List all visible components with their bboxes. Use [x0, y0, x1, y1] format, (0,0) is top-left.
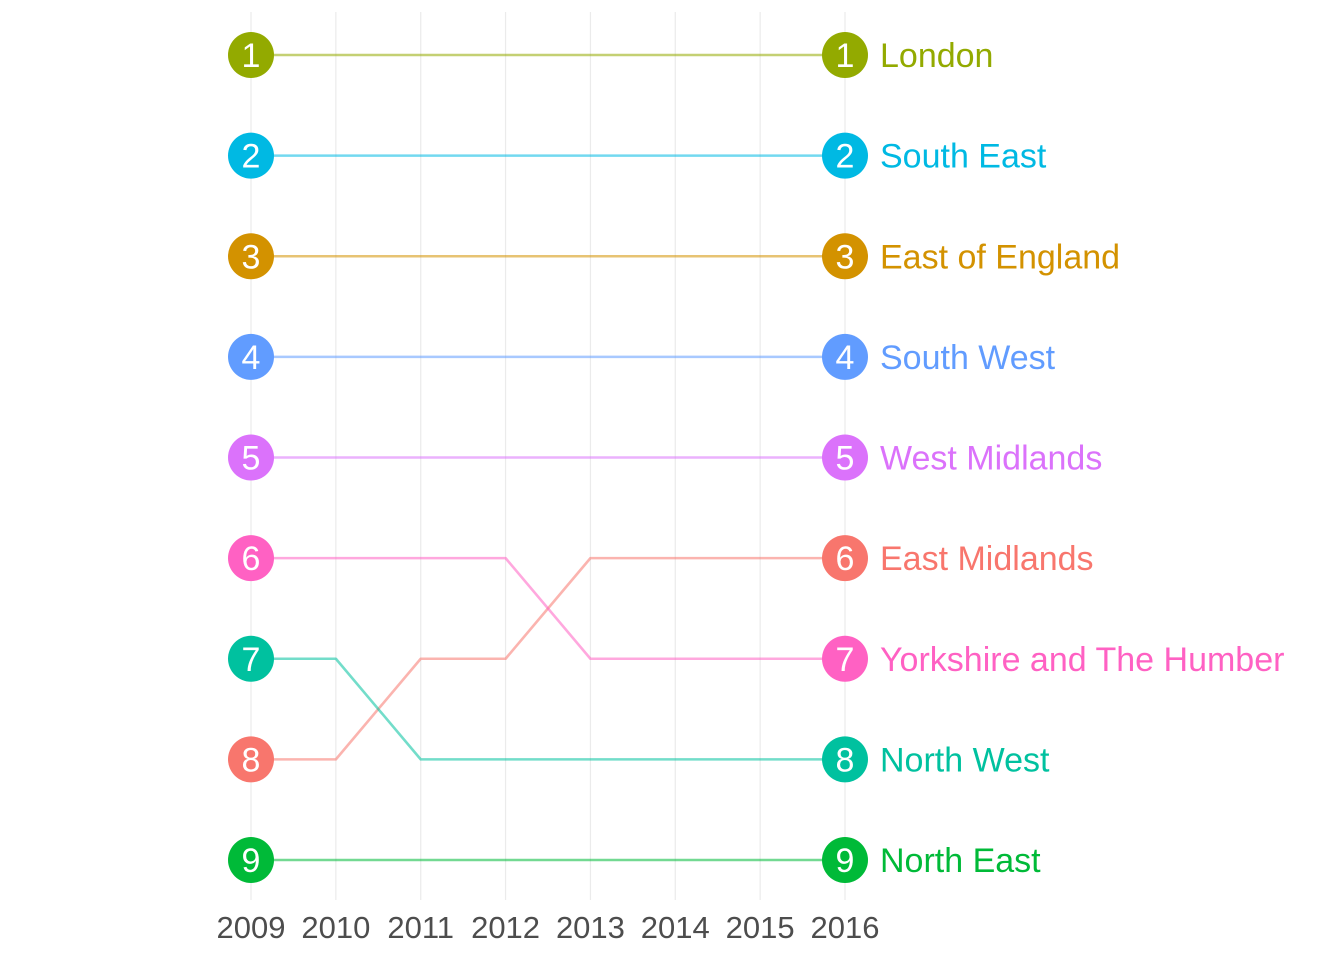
- rank-point-start-south-east: [228, 132, 274, 179]
- rank-point-start-east-midlands: [228, 736, 274, 783]
- rank-point-start-east-of-england: [228, 233, 274, 280]
- rank-point-end-south-west: [822, 333, 868, 380]
- rank-number-label: 1: [242, 37, 261, 75]
- rank-point-start-north-east: [228, 837, 274, 883]
- rank-point-start-west-midlands: [228, 434, 274, 481]
- rank-point-end-south-east: [822, 132, 868, 179]
- series-line-north-west: [249, 657, 847, 761]
- rank-number-label: 2: [242, 138, 261, 176]
- x-tick-label: 2014: [641, 910, 710, 945]
- series-name-label-south-east: South East: [880, 138, 1047, 176]
- rank-number-label: 3: [242, 238, 261, 276]
- rank-point-end-north-east: [822, 837, 868, 883]
- series-name-label-north-west: North West: [880, 741, 1050, 779]
- rank-point-end-london: [822, 32, 868, 78]
- x-tick-label: 2010: [301, 910, 370, 945]
- rank-number-label: 9: [836, 842, 855, 880]
- rank-point-start-north-west: [228, 635, 274, 682]
- rank-number-label: 5: [836, 440, 855, 478]
- rank-number-label: 7: [242, 641, 261, 679]
- rank-number-label: 6: [836, 540, 855, 578]
- rank-point-end-yorkshire-and-the-humber: [822, 635, 868, 682]
- x-tick-label: 2011: [387, 910, 454, 945]
- rank-point-start-south-west: [228, 333, 274, 380]
- rank-number-label: 4: [242, 339, 261, 377]
- series-name-label-west-midlands: West Midlands: [880, 440, 1102, 478]
- series-name-label-east-of-england: East of England: [880, 238, 1120, 276]
- x-tick-label: 2012: [471, 910, 540, 945]
- rank-number-label: 6: [242, 540, 261, 578]
- rank-point-end-west-midlands: [822, 434, 868, 481]
- series-name-label-north-east: North East: [880, 842, 1041, 880]
- rank-point-end-east-midlands: [822, 535, 868, 582]
- rank-number-label: 8: [242, 741, 261, 779]
- rank-number-label: 2: [836, 138, 855, 176]
- x-axis: 2009 2010 2011 2012 2013 2014 2015 2016: [217, 910, 880, 945]
- grid-layer: [250, 12, 846, 900]
- rank-point-start-london: [228, 32, 274, 78]
- rank-point-end-east-of-england: [822, 233, 868, 280]
- series-name-label-east-midlands: East Midlands: [880, 540, 1094, 578]
- series-name-label-south-west: South West: [880, 339, 1056, 377]
- series-name-label-yorkshire-and-the-humber: Yorkshire and The Humber: [880, 641, 1284, 679]
- x-tick-label: 2013: [556, 910, 625, 945]
- x-tick-label: 2016: [811, 910, 880, 945]
- series-line-yorkshire-and-the-humber: [249, 556, 847, 661]
- rank-number-label: 3: [836, 238, 855, 276]
- rank-number-label: 5: [242, 440, 261, 478]
- rank-number-label: 8: [836, 741, 855, 779]
- rank-number-label: 4: [836, 339, 855, 377]
- x-tick-label: 2015: [726, 910, 795, 945]
- label-layer: London South East East of England South Wes…: [880, 37, 1284, 880]
- rank-point-end-north-west: [822, 736, 868, 783]
- series-name-label-london: London: [880, 37, 993, 75]
- point-layer: 1 1 2 2 3 3 4 4 5 5 8 6 6 7 7 8 9 9: [228, 32, 868, 883]
- rank-number-label: 7: [836, 641, 855, 679]
- line-layer: [249, 53, 847, 862]
- rank-number-label: 1: [836, 37, 855, 75]
- rank-point-start-yorkshire-and-the-humber: [228, 535, 274, 582]
- x-tick-label: 2009: [217, 910, 286, 945]
- rank-number-label: 9: [242, 842, 261, 880]
